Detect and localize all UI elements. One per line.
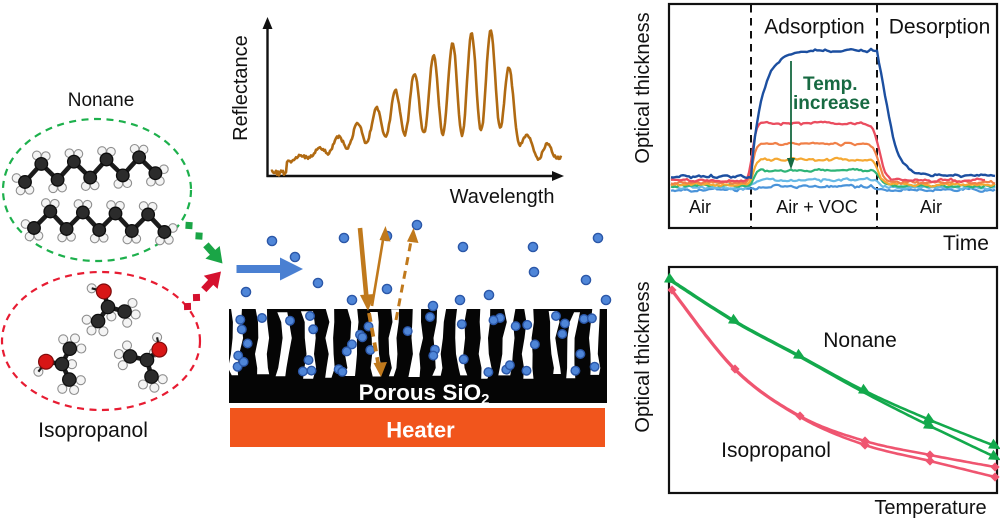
svg-text:Optical thickness: Optical thickness: [632, 281, 654, 432]
svg-text:Air: Air: [920, 197, 942, 217]
svg-text:Nonane: Nonane: [68, 90, 135, 111]
svg-text:Isopropanol: Isopropanol: [38, 419, 148, 442]
svg-text:increase: increase: [793, 93, 870, 114]
svg-text:Desorption: Desorption: [889, 16, 991, 39]
svg-text:Optical thickness: Optical thickness: [632, 12, 654, 163]
svg-text:Time: Time: [943, 232, 989, 255]
svg-text:Reflectance: Reflectance: [230, 35, 252, 141]
svg-text:Air + VOC: Air + VOC: [776, 197, 858, 217]
svg-text:Temp.: Temp.: [803, 74, 858, 95]
svg-text:Nonane: Nonane: [823, 329, 897, 352]
svg-text:Temperature: Temperature: [874, 497, 986, 519]
svg-text:Air: Air: [689, 197, 711, 217]
svg-text:Porous SiO2: Porous SiO2: [359, 380, 490, 408]
svg-text:Wavelength: Wavelength: [450, 186, 555, 208]
svg-text:Heater: Heater: [386, 418, 455, 443]
svg-text:Adsorption: Adsorption: [764, 16, 864, 39]
svg-text:Isopropanol: Isopropanol: [721, 439, 831, 462]
